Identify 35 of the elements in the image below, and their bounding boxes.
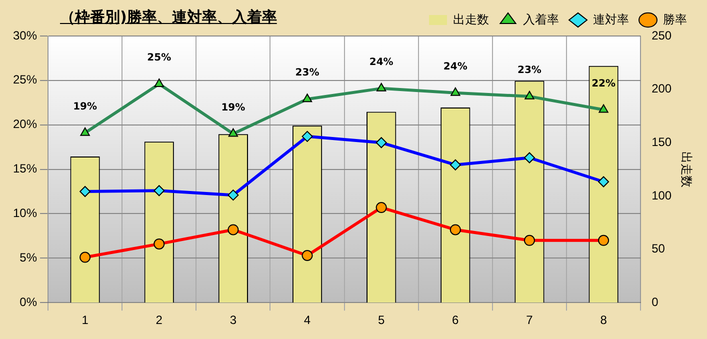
- y2-tick-label: 100: [652, 188, 672, 202]
- y-tick-label: 30%: [12, 28, 38, 42]
- x-tick-label: 7: [526, 313, 534, 328]
- x-tick-label: 8: [600, 313, 608, 328]
- x-tick-label: 2: [156, 313, 163, 328]
- data-label: 24%: [443, 61, 468, 72]
- y2-tick-label: 0: [652, 294, 659, 309]
- x-tick-label: 1: [82, 313, 89, 328]
- data-label: 25%: [147, 52, 172, 64]
- legend-label: 入着率: [523, 12, 559, 26]
- y2-tick-label: 250: [652, 28, 672, 42]
- data-label: 19%: [221, 102, 246, 114]
- x-tick-label: 3: [230, 313, 237, 328]
- x-tick-label: 5: [378, 313, 385, 328]
- data-label: 19%: [73, 101, 98, 112]
- y2-tick-label: 50: [652, 242, 666, 256]
- legend-label: 勝率: [663, 12, 687, 26]
- y-tick-label: 0%: [20, 294, 38, 309]
- y-tick-label: 25%: [12, 72, 38, 87]
- y-tick-label: 15%: [12, 162, 38, 176]
- y-tick-label: 10%: [12, 206, 38, 220]
- y2-axis-title: 出走数: [679, 151, 694, 188]
- data-label: 22%: [592, 78, 616, 90]
- x-tick-label: 4: [304, 313, 311, 328]
- legend-label: 出走数: [453, 12, 489, 26]
- data-label: 23%: [518, 65, 542, 76]
- y2-tick-label: 150: [652, 134, 672, 149]
- y-tick-label: 5%: [20, 250, 38, 264]
- data-label: 24%: [369, 57, 394, 68]
- y-tick-label: 20%: [12, 117, 38, 132]
- chart-title: （枠番別)勝率、連対率、入着率: [60, 8, 277, 27]
- y2-tick-label: 200: [652, 82, 672, 96]
- legend-label: 連対率: [593, 12, 629, 26]
- x-tick-label: 6: [452, 313, 460, 328]
- data-label: 23%: [295, 68, 320, 79]
